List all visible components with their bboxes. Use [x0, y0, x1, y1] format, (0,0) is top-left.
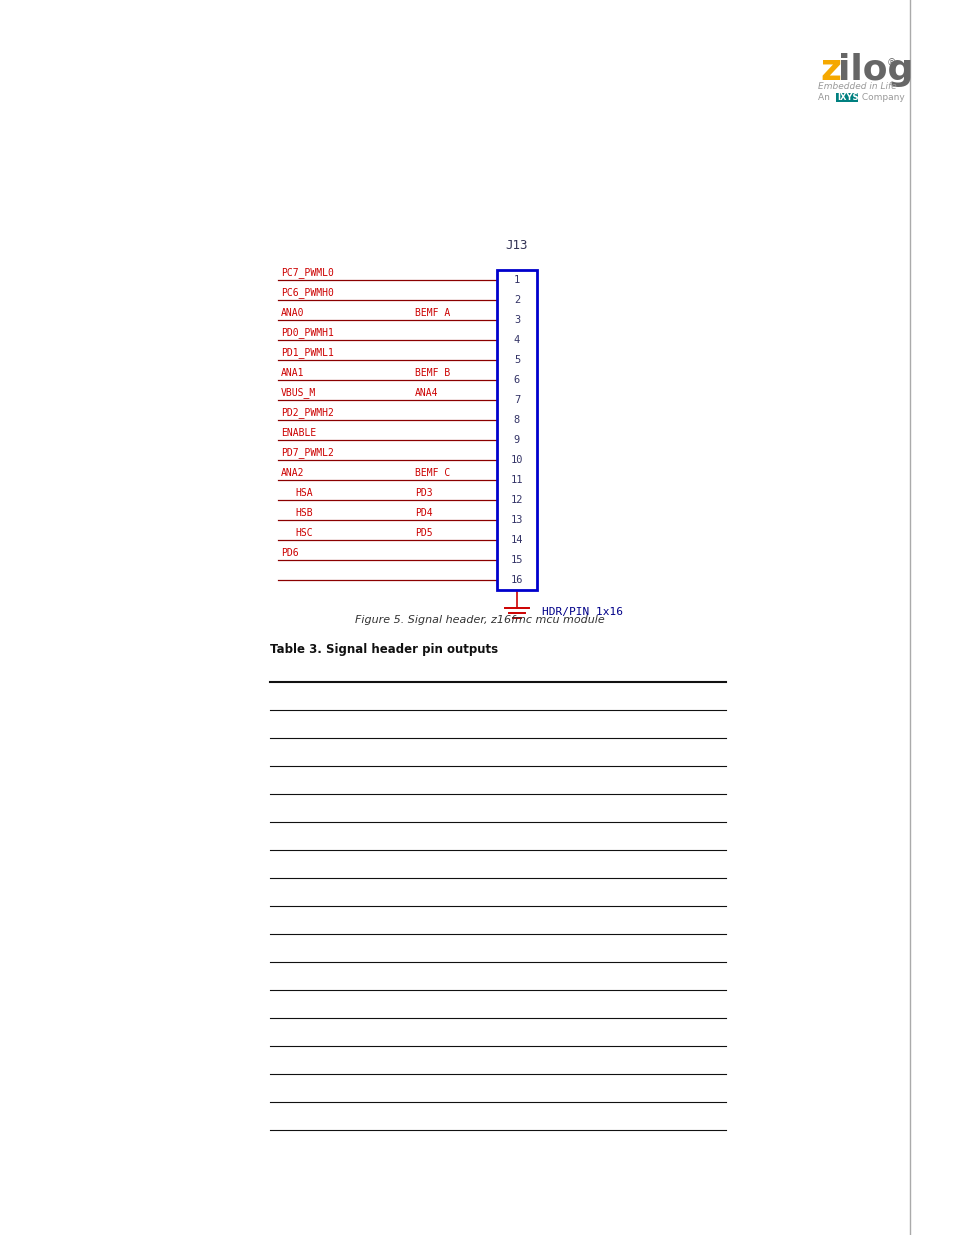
Text: 7: 7 — [514, 395, 519, 405]
Text: Embedded in Life: Embedded in Life — [817, 82, 896, 90]
Text: ®: ® — [886, 58, 896, 68]
Text: HDR/PIN 1x16: HDR/PIN 1x16 — [541, 606, 622, 618]
Text: PD4: PD4 — [415, 508, 432, 517]
Text: PD7_PWML2: PD7_PWML2 — [281, 447, 334, 458]
Text: ANA2: ANA2 — [281, 468, 304, 478]
Text: 3: 3 — [514, 315, 519, 325]
Text: 8: 8 — [514, 415, 519, 425]
Text: PC6_PWMH0: PC6_PWMH0 — [281, 287, 334, 298]
Text: ANA1: ANA1 — [281, 368, 304, 378]
Text: BEMF B: BEMF B — [415, 368, 450, 378]
Text: ilog: ilog — [837, 53, 912, 86]
Text: 9: 9 — [514, 435, 519, 445]
Text: ENABLE: ENABLE — [281, 429, 315, 438]
Text: 15: 15 — [510, 555, 522, 564]
Text: 12: 12 — [510, 495, 522, 505]
Text: J13: J13 — [505, 240, 528, 252]
Text: PD3: PD3 — [415, 488, 432, 498]
Text: PD6: PD6 — [281, 548, 298, 558]
Text: VBUS_M: VBUS_M — [281, 387, 315, 398]
Bar — [497, 270, 537, 590]
Text: 16: 16 — [510, 576, 522, 585]
Text: PC7_PWML0: PC7_PWML0 — [281, 267, 334, 278]
Text: PD1_PWML1: PD1_PWML1 — [281, 347, 334, 358]
Text: Company: Company — [858, 93, 903, 101]
Text: HSC: HSC — [294, 529, 313, 538]
Text: Figure 5. Signal header, z16fmc mcu module: Figure 5. Signal header, z16fmc mcu modu… — [355, 615, 604, 625]
FancyBboxPatch shape — [835, 93, 857, 103]
Text: 4: 4 — [514, 335, 519, 345]
Text: An: An — [817, 93, 832, 101]
Text: PD2_PWMH2: PD2_PWMH2 — [281, 408, 334, 417]
Text: IXYS: IXYS — [836, 93, 858, 101]
Text: 13: 13 — [510, 515, 522, 525]
Text: 6: 6 — [514, 375, 519, 385]
Text: 2: 2 — [514, 295, 519, 305]
Text: ANA0: ANA0 — [281, 308, 304, 317]
Text: 14: 14 — [510, 535, 522, 545]
Text: z: z — [820, 53, 841, 86]
Text: HSB: HSB — [294, 508, 313, 517]
Text: ANA4: ANA4 — [415, 388, 438, 398]
Text: 1: 1 — [514, 275, 519, 285]
Text: 11: 11 — [510, 475, 522, 485]
Text: PD5: PD5 — [415, 529, 432, 538]
Text: 5: 5 — [514, 354, 519, 366]
Text: PD0_PWMH1: PD0_PWMH1 — [281, 327, 334, 338]
Text: BEMF A: BEMF A — [415, 308, 450, 317]
Text: Table 3. Signal header pin outputs: Table 3. Signal header pin outputs — [270, 643, 497, 656]
Text: BEMF C: BEMF C — [415, 468, 450, 478]
Text: 10: 10 — [510, 454, 522, 466]
Text: HSA: HSA — [294, 488, 313, 498]
